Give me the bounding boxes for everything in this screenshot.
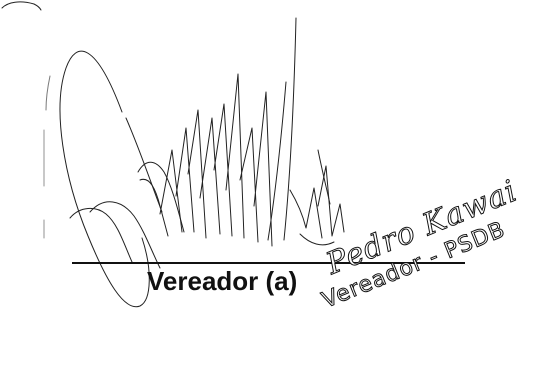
role-label: Vereador (a) [147, 266, 298, 296]
signature-line [72, 262, 465, 264]
